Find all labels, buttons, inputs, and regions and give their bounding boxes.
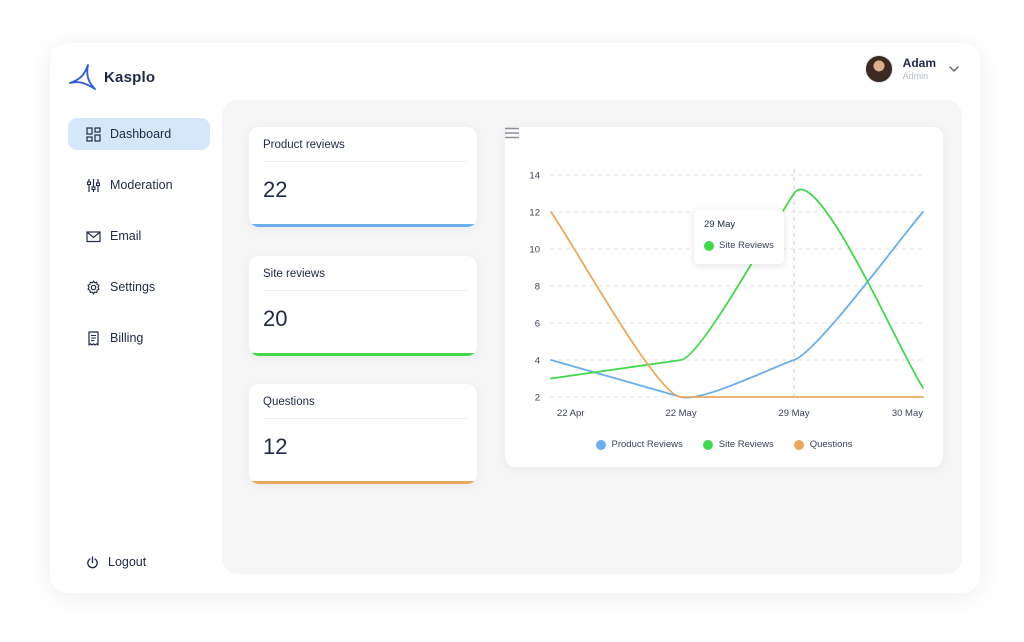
power-icon [87,555,98,568]
legend-label: Product Reviews [611,439,683,450]
gear-icon [87,279,100,295]
sidebar-item-label: Settings [110,280,156,294]
sidebar-item-label: Billing [110,331,144,345]
line-chart[interactable]: 2 4 6 8 10 12 14 22 Apr 22 May 29 May 30 May [505,127,943,427]
grid-icon [86,126,101,142]
hamburger-menu-icon[interactable] [505,127,519,139]
stat-accent-bar [249,353,477,356]
chevron-down-icon[interactable] [948,63,960,75]
chart-tooltip: 29 May Site Reviews [694,210,784,264]
stat-value: 20 [263,306,288,331]
kasplo-logo-icon [69,64,96,90]
stat-accent-bar [249,481,477,484]
legend-dot [595,439,606,450]
legend-item-questions[interactable]: Questions [793,439,853,450]
legend-item-site-reviews[interactable]: Site Reviews [702,439,774,450]
mail-icon [86,230,101,242]
main-content: Product reviews 22 Site reviews 20 Quest… [222,100,962,574]
stat-title: Site reviews [263,268,467,291]
sidebar-item-label: Moderation [110,178,173,192]
x-tick-label: 22 Apr [557,408,584,419]
chart-legend: Product Reviews Site Reviews Questions [505,439,943,450]
legend-label: Site Reviews [718,439,774,450]
sidebar-item-billing[interactable]: Billing [68,322,210,354]
receipt-icon [88,330,99,346]
brand-name: Kasplo [104,68,156,86]
sidebar-item-label: Dashboard [110,127,172,141]
sliders-icon [86,178,101,192]
stat-value: 12 [263,434,288,459]
y-tick-label: 4 [535,356,540,367]
legend-label: Questions [809,439,853,450]
stat-title: Product reviews [263,139,467,162]
x-tick-label: 29 May [778,408,809,419]
stat-accent-bar [249,224,477,227]
legend-dot [793,439,804,450]
user-name: Adam [902,56,936,71]
stat-card-product-reviews[interactable]: Product reviews 22 [249,127,477,227]
line-chart-card: 2 4 6 8 10 12 14 22 Apr 22 May 29 May 30 May 29 Ma… [505,127,943,467]
legend-dot [702,439,713,450]
sidebar-item-label: Email [110,229,142,243]
avatar[interactable] [864,55,893,83]
sidebar-item-email[interactable]: Email [68,220,210,252]
x-tick-label: 30 May [892,408,923,419]
logout-label: Logout [108,555,147,569]
x-tick-label: 22 May [665,408,696,419]
y-tick-label: 2 [535,393,540,404]
tooltip-series-dot [704,240,714,251]
app-window: Kasplo Adam Admin Dashboard [50,43,980,593]
legend-item-product-reviews[interactable]: Product Reviews [595,439,683,450]
series-line-questions [550,211,924,398]
stat-value: 22 [263,177,288,202]
y-tick-label: 8 [535,282,540,293]
stat-card-questions[interactable]: Questions 12 [249,384,477,484]
y-tick-label: 6 [535,319,540,330]
tooltip-title: 29 May [704,219,736,230]
y-tick-label: 12 [529,208,540,219]
sidebar-item-settings[interactable]: Settings [68,271,210,303]
stat-card-site-reviews[interactable]: Site reviews 20 [249,256,477,356]
y-tick-label: 10 [529,245,540,256]
sidebar-item-moderation[interactable]: Moderation [68,169,210,201]
sidebar-item-dashboard[interactable]: Dashboard [68,118,210,150]
stat-title: Questions [263,396,467,419]
brand-logo[interactable]: Kasplo [68,63,155,91]
user-role: Admin [902,70,929,81]
logout-button[interactable]: Logout [86,555,146,569]
y-tick-label: 14 [529,171,540,182]
sidebar: Dashboard Moderation Email Settings [68,118,210,373]
series-line-product-reviews [550,211,924,399]
tooltip-series-label: Site Reviews [719,240,774,251]
user-menu[interactable]: Adam Admin [864,55,960,83]
